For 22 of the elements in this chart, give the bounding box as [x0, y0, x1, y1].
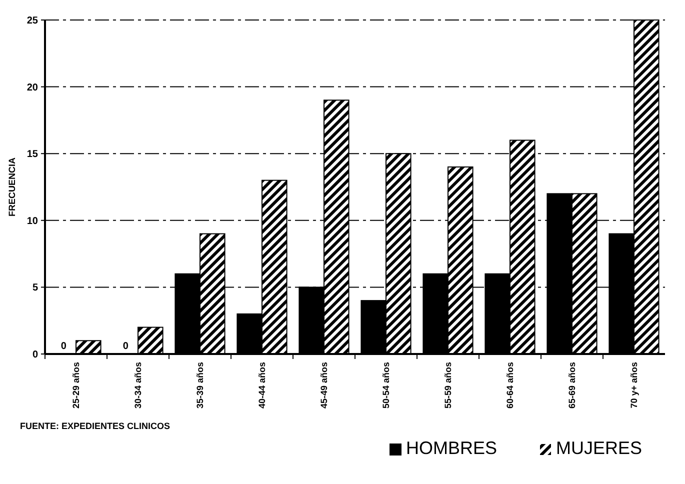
- y-tick-label: 20: [26, 82, 38, 94]
- x-tick-label: 65-69 años: [567, 362, 578, 409]
- y-tick-label: 0: [32, 350, 38, 360]
- y-tick-label: 15: [26, 149, 38, 160]
- x-tick-label: 25-29 años: [71, 362, 82, 409]
- x-tick-label: 45-49 años: [319, 362, 330, 409]
- y-tick-label: 5: [32, 282, 38, 294]
- x-tick-label: 70 y+ años: [629, 362, 640, 408]
- y-axis-title: FRECUENCIA: [7, 157, 18, 217]
- x-tick-label: 60-64 años: [505, 362, 516, 409]
- y-tick-label: 25: [26, 16, 38, 26]
- x-tick-label: 50-54 años: [381, 362, 392, 409]
- x-tick-label: 40-44 años: [257, 362, 268, 409]
- x-tick-label: 35-39 años: [195, 362, 206, 409]
- x-tick-label: 30-34 años: [133, 362, 144, 409]
- source-note: FUENTE: EXPEDIENTES CLINICOS: [20, 421, 170, 431]
- data-label: 0: [60, 341, 67, 352]
- legend-label: HOMBRES: [406, 438, 498, 458]
- y-tick-label: 10: [26, 216, 38, 227]
- data-label: 0: [122, 341, 129, 352]
- legend-label: MUJERES: [556, 438, 642, 458]
- x-tick-label: 55-59 años: [443, 362, 454, 409]
